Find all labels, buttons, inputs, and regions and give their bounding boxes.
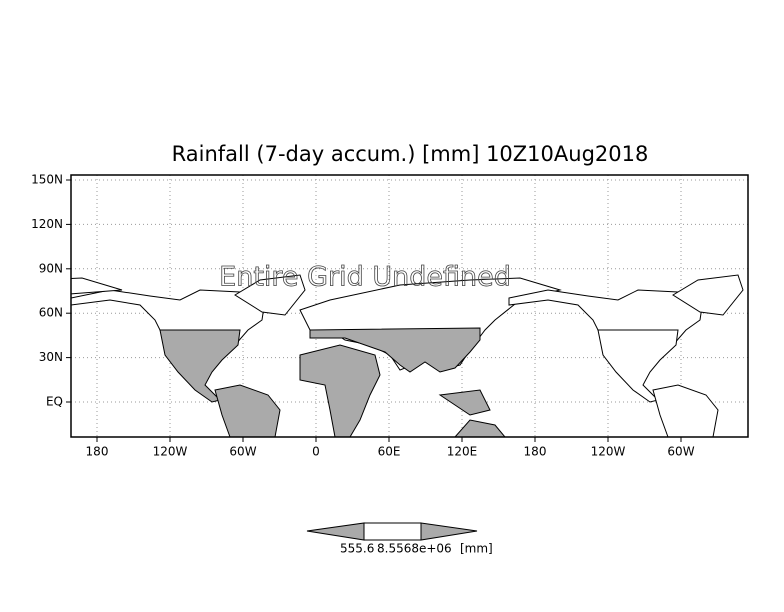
colorbar-low (306, 522, 365, 541)
plot-frame (70, 174, 749, 438)
eurasia (71, 277, 123, 295)
lon-label: 180 (524, 445, 547, 459)
annotation: Entire Grid Undefined (219, 262, 511, 293)
australia (454, 419, 506, 437)
us-mexico (597, 329, 679, 403)
lon-label: 120W (591, 445, 626, 459)
colorbar-label: 8.5568e+06 (377, 542, 452, 556)
colorbar-high (420, 522, 478, 541)
lat-label: 150N (31, 173, 63, 187)
eurasia-shaded (309, 327, 481, 373)
south-america (652, 384, 719, 437)
africa (299, 344, 381, 437)
lon-label: 60W (229, 445, 256, 459)
greenland (234, 274, 306, 316)
greenland (672, 274, 744, 316)
map-title: Rainfall (7-day accum.) [mm] 10Z10Aug201… (172, 142, 649, 166)
us-mexico (159, 329, 241, 403)
lat-label: EQ (46, 395, 63, 409)
lat-label: 30N (39, 350, 63, 364)
lat-label: 60N (39, 306, 63, 320)
lon-label: 180 (86, 445, 109, 459)
maritime-asia (438, 389, 491, 416)
lat-label: 120N (31, 217, 63, 231)
lat-label: 90N (39, 261, 63, 275)
colorbar-label: 555.6 (340, 542, 374, 556)
lon-label: 60E (378, 445, 401, 459)
colorbar-label: [mm] (460, 542, 493, 556)
lon-label: 0 (312, 445, 320, 459)
south-america (214, 384, 281, 437)
colorbar-mid (363, 522, 422, 541)
colorbar (306, 522, 478, 541)
map-area (71, 175, 748, 437)
lon-label: 120E (447, 445, 478, 459)
lon-label: 120W (153, 445, 188, 459)
lon-label: 60W (667, 445, 694, 459)
